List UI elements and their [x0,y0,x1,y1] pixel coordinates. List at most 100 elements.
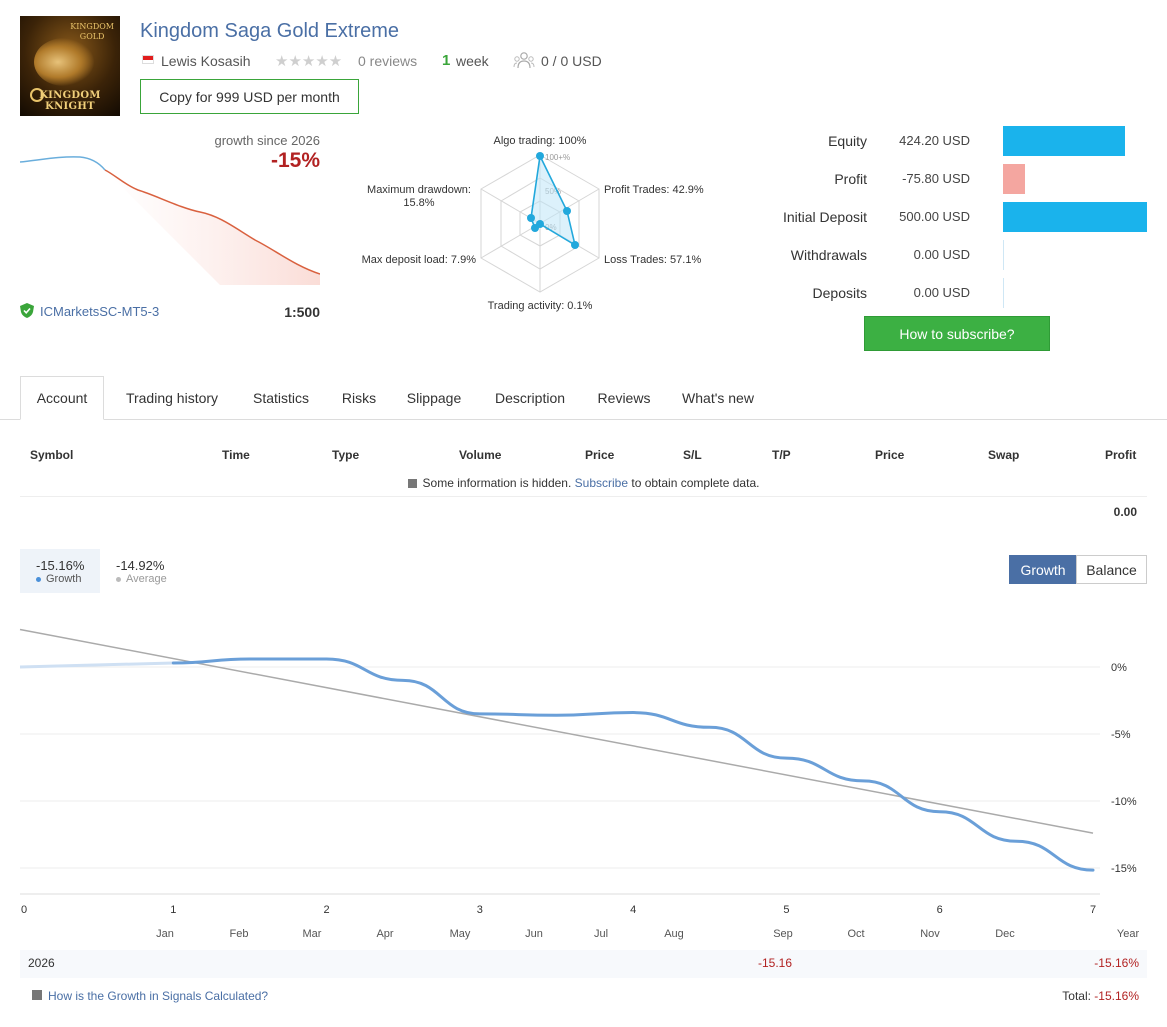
tab-description[interactable]: Description [494,390,566,406]
growth-line [171,657,1095,872]
lock-icon [407,479,417,488]
country-flag-icon [142,55,154,64]
average-line [19,628,1094,834]
verified-shield-icon [20,303,34,318]
radar-chart: 100+% 50% 0% [480,152,600,293]
radar-point-profit [563,207,571,215]
how-to-subscribe-button[interactable]: How to subscribe? [864,316,1050,351]
stat-bar-initial-deposit [1003,202,1147,232]
tab-slippage[interactable]: Slippage [406,390,462,406]
average-dot-icon [116,576,121,582]
radar-label-algo: Algo trading: 100% [493,135,587,147]
help-icon [32,990,42,1000]
radar-label-activity: Trading activity: 0.1% [487,300,593,312]
col-swap[interactable]: Swap [988,448,1020,462]
stat-label-initial-deposit: Initial Deposit [782,209,867,225]
tab-reviews[interactable]: Reviews [597,390,651,406]
subscribers-count: 0 / 0 USD [541,53,602,69]
tab-risks[interactable]: Risks [341,390,377,406]
author-name[interactable]: Lewis Kosasih [161,53,251,69]
total-growth: Total: -15.16% [1062,989,1139,1003]
toggle-growth-button[interactable]: Growth [1009,555,1077,584]
y-tick-label: 0% [1111,662,1127,674]
month-label: Oct [847,928,864,940]
col-type[interactable]: Type [332,448,360,462]
growth-calculation-help-link[interactable]: How is the Growth in Signals Calculated? [48,989,269,1003]
growth-chart: 0% -5% -10% -15% 0 1 2 3 4 5 6 7 Jan Feb Mar Apr May Jun J… [19,628,1140,940]
avatar-logo-text: KINGDOM KNIGHT [39,90,101,112]
col-symbol[interactable]: Symbol [30,448,74,462]
radar-label-max-load: Max deposit load: 7.9% [361,254,476,266]
rating-stars: ★★★★★ [275,53,343,70]
stat-label-deposits: Deposits [812,285,867,301]
month-label: Aug [664,928,684,940]
month-label: Jun [525,928,543,940]
tabs-divider [0,419,1167,420]
x-tick-label: 4 [630,904,636,916]
col-price-close[interactable]: Price [875,448,905,462]
stat-label-withdrawals: Withdrawals [790,247,867,263]
table-total-profit: 0.00 [1113,505,1137,519]
month-label: May [450,928,471,940]
col-tp[interactable]: T/P [772,448,791,462]
leverage-value: 1:500 [284,304,320,320]
x-tick-label: 6 [937,904,943,916]
x-tick-label: 7 [1090,904,1096,916]
tab-statistics[interactable]: Statistics [252,390,309,406]
col-profit[interactable]: Profit [1105,448,1137,462]
year-label: 2026 [28,956,55,970]
growth-since-label: growth since 2026 [214,133,320,148]
month-label: Apr [376,928,393,940]
month-label: Feb [230,928,249,940]
x-tick-label: 2 [324,904,330,916]
stat-label-equity: Equity [828,133,867,149]
y-tick-label: -15% [1111,863,1137,875]
radar-value-shape [530,153,577,247]
legend-average[interactable]: -14.92% Average [116,558,167,585]
radar-point-load [531,224,539,232]
subscribe-link[interactable]: Subscribe [574,476,629,490]
tab-whats-new[interactable]: What's new [682,390,754,406]
month-label: Jul [594,928,608,940]
signal-title[interactable]: Kingdom Saga Gold Extreme [140,20,400,42]
col-time[interactable]: Time [222,448,250,462]
radar-label-profit-trades: Profit Trades: 42.9% [604,184,704,196]
subscribers-icon [513,52,535,69]
stat-value-deposits: 0.00 USD [913,285,970,300]
radar-label-drawdown: Maximum drawdown: 15.8% [367,184,471,209]
y-tick-label: -5% [1111,729,1131,741]
tab-trading-history[interactable]: Trading history [125,390,219,406]
stat-value-withdrawals: 0.00 USD [913,247,970,262]
radar-point-algo [536,152,544,160]
horse-emblem-icon [34,38,94,86]
year-month-value: -15.16 [757,956,792,970]
radar-label-loss-trades: Loss Trades: 57.1% [604,254,702,266]
weeks-number: 1 [442,52,451,69]
x-tick-label: 5 [783,904,789,916]
y-tick-label: -10% [1111,796,1137,808]
weeks-label: week [456,53,489,69]
legend-growth[interactable]: -15.16% Growth [20,549,100,593]
reviews-count[interactable]: 0 reviews [358,53,418,69]
mini-chart-line-red [104,169,320,275]
month-label: Year [1117,928,1140,940]
stat-bar-deposits [1003,278,1004,308]
col-sl[interactable]: S/L [683,448,702,462]
broker-server-link[interactable]: ICMarketsSC-MT5-3 [40,304,160,319]
toggle-balance-button[interactable]: Balance [1076,555,1147,584]
col-volume[interactable]: Volume [459,448,502,462]
stat-bar-equity [1003,126,1125,156]
month-label: Dec [995,928,1015,940]
col-price-open[interactable]: Price [585,448,615,462]
stat-value-profit: -75.80 USD [902,171,970,186]
month-label: Nov [920,928,940,940]
stat-value-initial-deposit: 500.00 USD [899,209,970,224]
copy-signal-button[interactable]: Copy for 999 USD per month [140,79,359,114]
month-label: Jan [156,928,174,940]
radar-point-loss [571,241,579,249]
month-label: Sep [773,928,793,940]
tab-account[interactable]: Account [20,376,104,420]
month-label: Mar [303,928,322,940]
growth-dot-icon [36,576,41,582]
growth-value: -15% [270,149,320,172]
